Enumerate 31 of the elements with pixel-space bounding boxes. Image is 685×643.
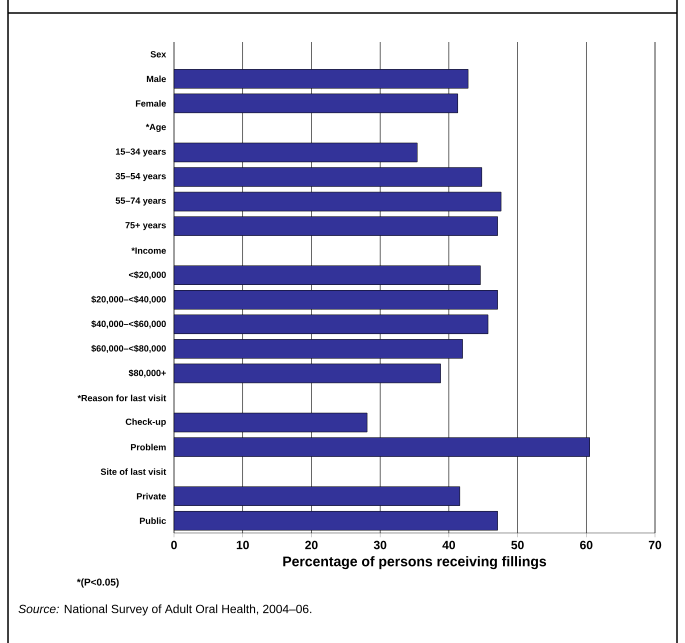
y-tick-label: Sex <box>150 51 166 58</box>
x-axis-title: Percentage of persons receiving fillings <box>283 556 546 570</box>
x-tick-label: 60 <box>580 540 592 550</box>
y-tick-label: Male <box>146 76 166 82</box>
x-tick-label: 70 <box>648 540 662 550</box>
y-tick-label: 15–34 years <box>116 148 166 157</box>
y-tick-label: 35–54 years <box>116 172 166 182</box>
y-tick-label: *Income <box>131 248 166 254</box>
x-tick-label: 30 <box>374 540 386 550</box>
y-tick-label: Female <box>136 100 166 107</box>
y-tick-label: Site of last visit <box>100 468 166 475</box>
x-tick-label: 20 <box>305 540 318 550</box>
y-tick-label: *Reason for last visit <box>78 394 166 402</box>
y-tick-label: 75+ years <box>125 222 166 230</box>
y-tick-label: Public <box>140 517 166 524</box>
text: *(P<0.05) <box>76 578 119 588</box>
y-tick-label: Private <box>136 492 166 500</box>
x-tick-label: 50 <box>511 540 524 550</box>
y-tick-label: 55–74 years <box>116 198 166 206</box>
y-tick-label: $20,000–<$40,000 <box>91 296 166 304</box>
x-tick-label: 0 <box>171 540 177 550</box>
y-tick-label: $40,000–<$60,000 <box>91 320 166 328</box>
text: Source: National Survey of Adult Oral Health, 2004–06. <box>18 604 312 616</box>
y-tick-label: $80,000+ <box>128 369 166 378</box>
x-tick-label: 10 <box>236 540 249 550</box>
y-tick-label: Problem <box>130 444 166 450</box>
x-tick-label: 40 <box>442 540 456 550</box>
y-tick-label: $60,000–<$80,000 <box>91 344 166 353</box>
y-tick-label: Check-up <box>126 418 166 427</box>
y-tick-label: <$20,000 <box>128 271 166 280</box>
y-tick-label: *Age <box>146 124 166 132</box>
